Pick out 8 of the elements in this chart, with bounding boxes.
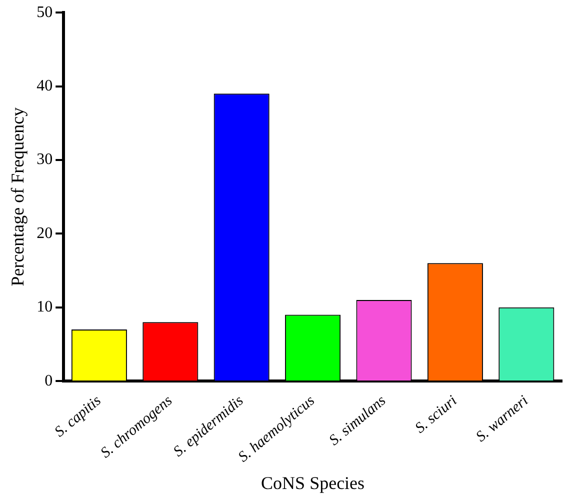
x-axis-title: CoNS Species — [261, 472, 365, 493]
y-tick-label: 0 — [44, 372, 53, 390]
y-tick-label: 40 — [36, 78, 53, 94]
y-tick-label: 10 — [36, 298, 53, 316]
y-tick-label: 30 — [36, 151, 53, 168]
y-axis-title: Percentage of Frequency — [8, 107, 28, 286]
y-tick-label: 20 — [36, 224, 53, 242]
y-tick-label: 50 — [36, 4, 53, 21]
